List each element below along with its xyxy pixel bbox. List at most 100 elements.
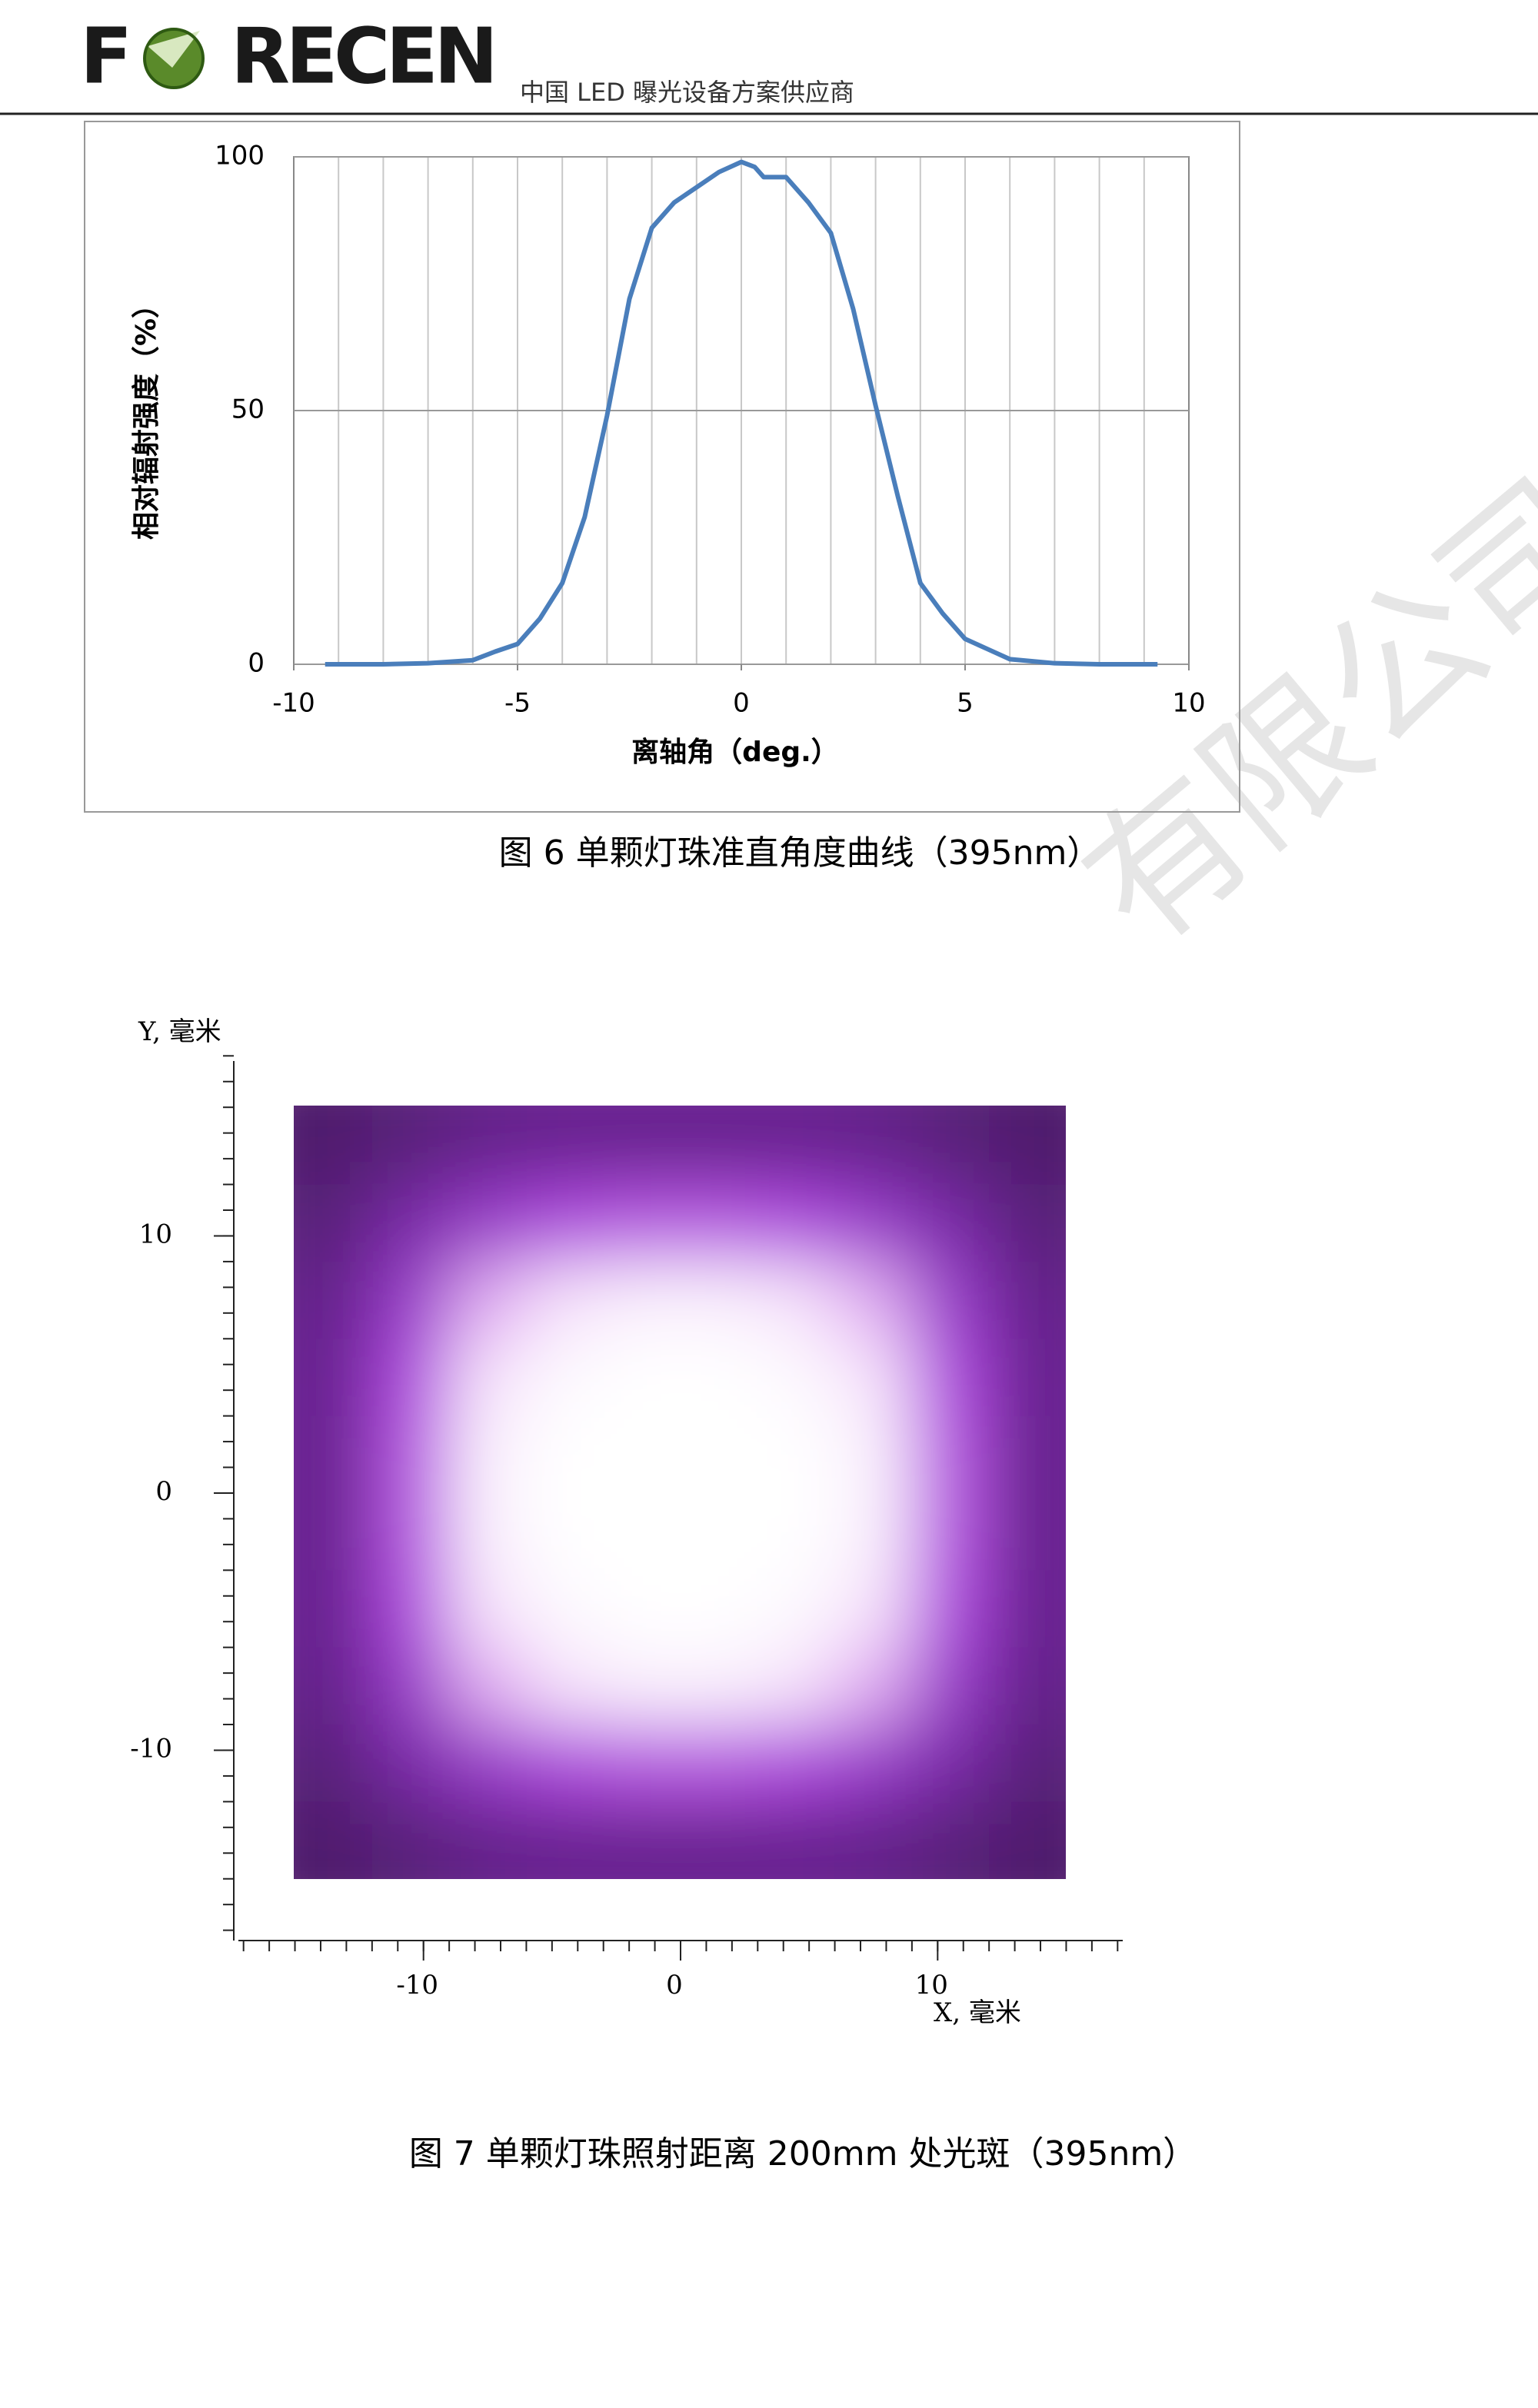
- heatmap-cell: [681, 1801, 759, 1879]
- heatmap-cell: [989, 1725, 1066, 1803]
- x-tick-label: -5: [504, 688, 531, 719]
- heatmap-cell: [449, 1725, 528, 1803]
- heatmap-cell: [757, 1415, 836, 1494]
- heatmap-cell: [989, 1106, 1066, 1186]
- heatmap-cell: [757, 1570, 836, 1648]
- y-tick-label: 10: [139, 1219, 172, 1249]
- heatmap-cell: [526, 1184, 604, 1262]
- heatmap-cell: [294, 1647, 373, 1726]
- heatmap-cell: [681, 1415, 759, 1494]
- heatmap-cell: [449, 1415, 528, 1494]
- heatmap-cell: [526, 1492, 604, 1572]
- heatmap-cell: [989, 1570, 1066, 1648]
- watermark: 有限公司: [1052, 447, 1538, 979]
- heatmap-cell: [989, 1261, 1066, 1340]
- y-axis-label: Y, 毫米: [138, 1016, 221, 1047]
- heatmap-cell: [757, 1339, 836, 1417]
- heatmap-cell: [834, 1801, 913, 1879]
- x-axis-label: X, 毫米: [934, 1997, 1021, 2028]
- heatmap-cell: [526, 1415, 604, 1494]
- heatmap-cell: [834, 1647, 913, 1726]
- heatmap-cell: [294, 1106, 373, 1186]
- x-tick-label: 10: [1172, 688, 1205, 719]
- heatmap-cell: [294, 1801, 373, 1879]
- heatmap-cell: [911, 1339, 990, 1417]
- heatmap-cell: [757, 1647, 836, 1726]
- heatmap-cell: [757, 1492, 836, 1572]
- heatmap-cell: [681, 1106, 759, 1186]
- heatmap-cell: [371, 1184, 451, 1262]
- heatmap-cell: [294, 1725, 373, 1803]
- heatmap-cell: [603, 1339, 681, 1417]
- x-axis-label: 离轴角（deg.）: [631, 737, 839, 768]
- y-tick-label: 50: [231, 394, 265, 425]
- x-tick-label: 0: [733, 688, 750, 719]
- y-tick-label: 100: [215, 141, 265, 171]
- heatmap-cell: [294, 1261, 373, 1340]
- x-tick-label: 10: [915, 1970, 948, 2001]
- heatmap-cell: [989, 1415, 1066, 1494]
- heatmap-cell: [526, 1570, 604, 1648]
- heatmap: [294, 1106, 1066, 1879]
- heatmap-cell: [603, 1647, 681, 1726]
- heatmap-cell: [449, 1801, 528, 1879]
- heatmap-cell: [449, 1570, 528, 1648]
- heatmap-cell: [449, 1339, 528, 1417]
- heatmap-cell: [371, 1492, 451, 1572]
- heatmap-cell: [449, 1492, 528, 1572]
- heatmap-cell: [989, 1184, 1066, 1262]
- x-tick-label: 5: [957, 688, 974, 719]
- heatmap-cell: [911, 1106, 990, 1186]
- brand-left: F: [80, 11, 132, 101]
- heatmap-cell: [371, 1339, 451, 1417]
- heatmap-cell: [603, 1801, 681, 1879]
- heatmap-cell: [681, 1725, 759, 1803]
- heatmap-cell: [911, 1725, 990, 1803]
- heatmap-cell: [681, 1570, 759, 1648]
- heatmap-cell: [294, 1415, 373, 1494]
- heatmap-cell: [757, 1106, 836, 1186]
- heatmap-cell: [681, 1339, 759, 1417]
- heatmap-cell: [757, 1801, 836, 1879]
- heatmap-cell: [834, 1415, 913, 1494]
- heatmap-cell: [526, 1339, 604, 1417]
- y-tick-label: -10: [130, 1733, 172, 1764]
- heatmap-cell: [371, 1415, 451, 1494]
- heatmap-cell: [989, 1647, 1066, 1726]
- x-tick-label: -10: [272, 688, 315, 719]
- heatmap-cell: [526, 1801, 604, 1879]
- heatmap-cell: [603, 1106, 681, 1186]
- heatmap-cell: [757, 1725, 836, 1803]
- heatmap-cell: [603, 1725, 681, 1803]
- logo-icon: [143, 28, 205, 89]
- brand-right: RECEN: [231, 11, 498, 101]
- heatmap-cell: [834, 1725, 913, 1803]
- heatmap-cell: [757, 1184, 836, 1262]
- heatmap-cell: [526, 1106, 604, 1186]
- heatmap-cell: [526, 1647, 604, 1726]
- heatmap-cell: [603, 1184, 681, 1262]
- heatmap-cell: [526, 1725, 604, 1803]
- heatmap-cell: [911, 1647, 990, 1726]
- heatmap-cell: [834, 1570, 913, 1648]
- tagline: 中国 LED 曝光设备方案供应商: [520, 78, 854, 107]
- heatmap-cell: [526, 1261, 604, 1340]
- heatmap-cell: [371, 1261, 451, 1340]
- heatmap-cell: [449, 1647, 528, 1726]
- heatmap-cell: [757, 1261, 836, 1340]
- heatmap-cell: [834, 1492, 913, 1572]
- x-tick-label: -10: [396, 1970, 438, 2001]
- heatmap-cell: [294, 1184, 373, 1262]
- heatmap-cell: [911, 1184, 990, 1262]
- heatmap-cell: [371, 1801, 451, 1879]
- line: [325, 159, 1158, 667]
- heatmap-cell: [834, 1106, 913, 1186]
- caption: 图 7 单颗灯珠照射距离 200mm 处光斑（395nm）: [409, 2134, 1197, 2174]
- y-tick-label: 0: [155, 1476, 172, 1507]
- heatmap-cell: [449, 1106, 528, 1186]
- heatmap-cell: [989, 1492, 1066, 1572]
- heatmap-cell: [294, 1339, 373, 1417]
- heatmap-cell: [603, 1415, 681, 1494]
